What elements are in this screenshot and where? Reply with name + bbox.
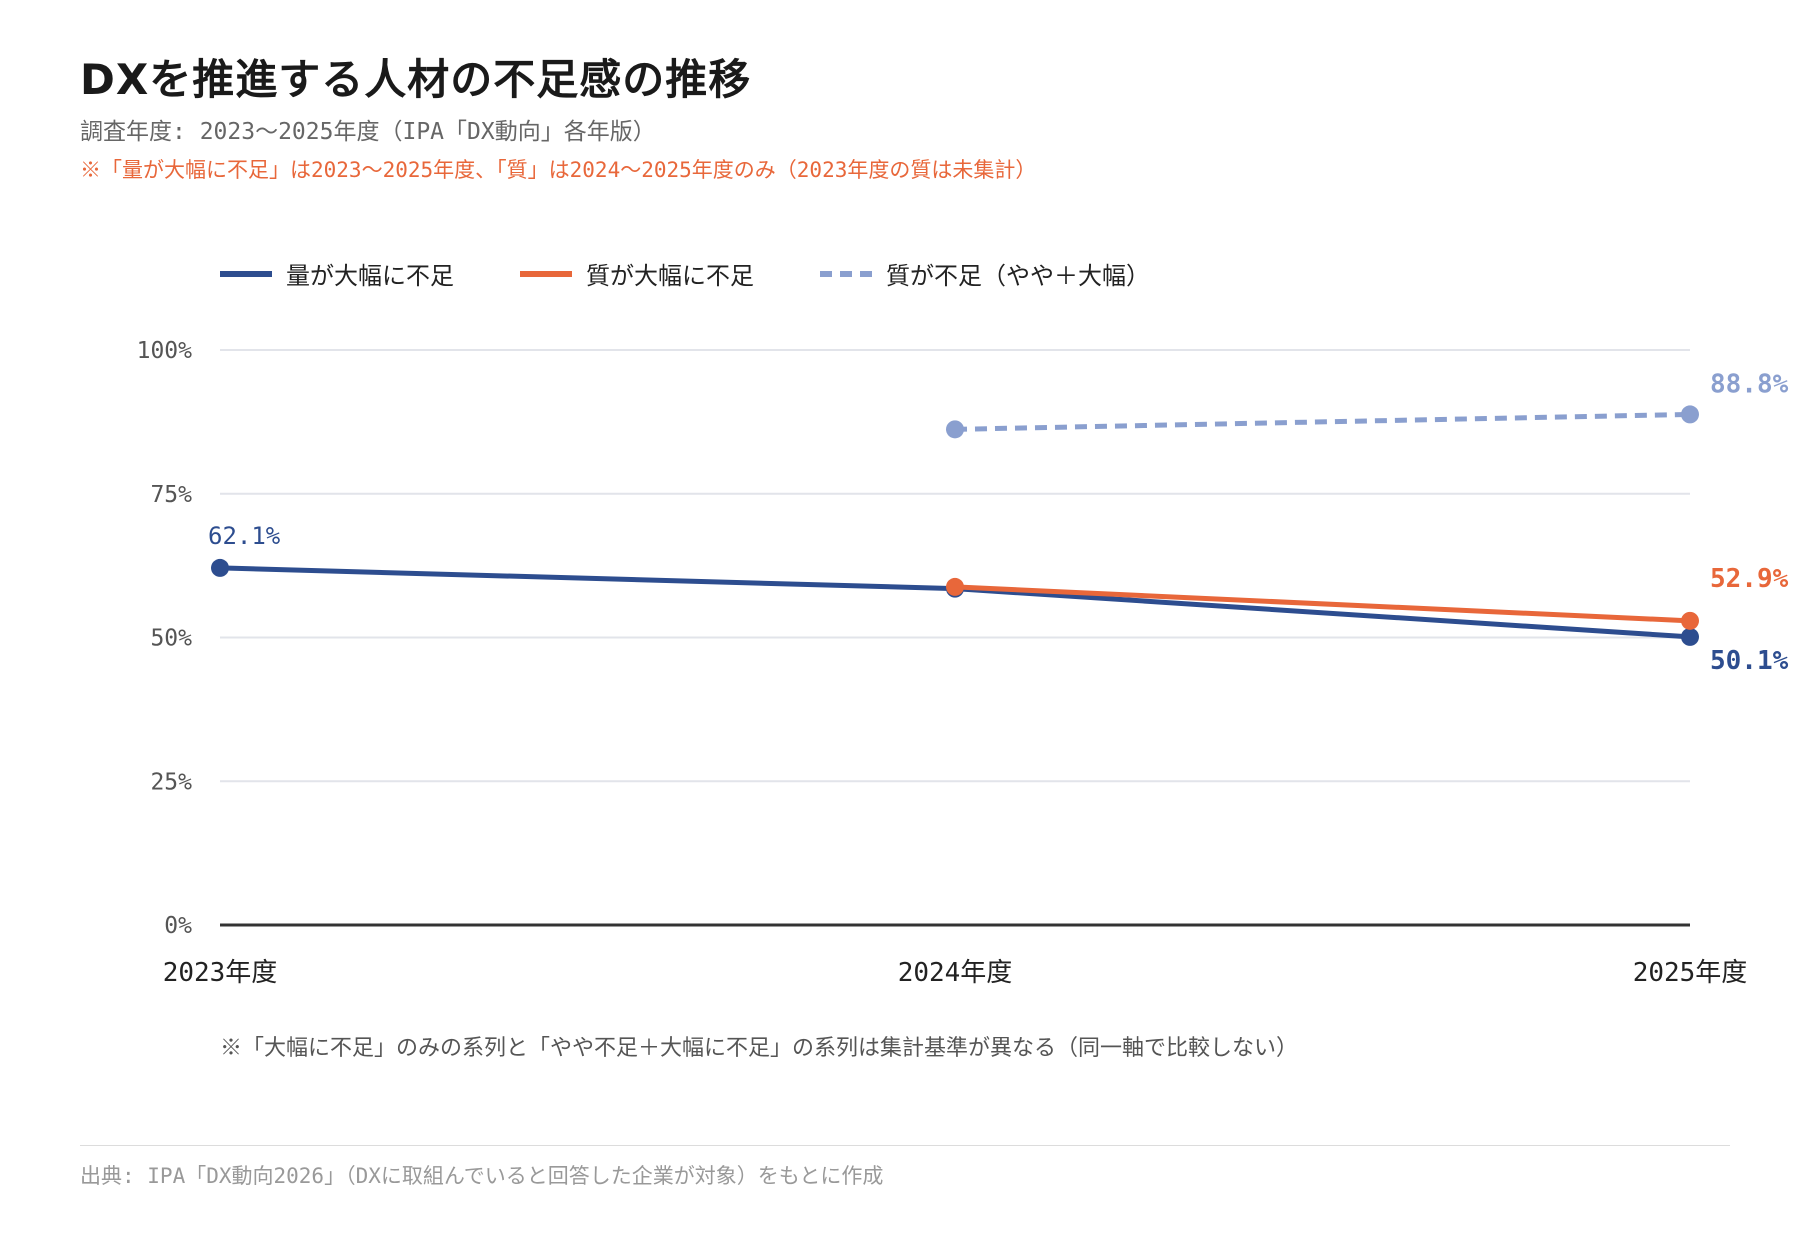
legend-item-quality-any: 質が不足（やや＋大幅）	[820, 256, 1150, 291]
chart-legend: 量が大幅に不足 質が大幅に不足 質が不足（やや＋大幅）	[220, 256, 1150, 291]
chart-note-top: ※「量が大幅に不足」は2023〜2025年度、「質」は2024〜2025年度のみ…	[80, 158, 1037, 182]
data-point	[1681, 627, 1699, 646]
y-tick-label: 0%	[164, 913, 192, 939]
y-tick-label: 100%	[137, 338, 193, 364]
data-label-layer: 62.1% 50.1% 52.9% 88.8%	[208, 369, 1789, 676]
data-point	[1681, 405, 1699, 424]
chart-title: DXを推進する人材の不足感の推移	[80, 55, 752, 104]
chart-note-bottom: ※「大幅に不足」のみの系列と「やや不足＋大幅に不足」の系列は集計基準が異なる（同…	[220, 1036, 1299, 1061]
legend-swatch-quantity	[220, 270, 272, 277]
axis-layer: 0% 25% 50% 75% 100% 2023年度 2024年度 2025年度	[137, 338, 1748, 988]
x-tick-label: 2023年度	[163, 958, 278, 988]
legend-label-quantity: 量が大幅に不足	[286, 262, 454, 290]
x-tick-label: 2025年度	[1633, 958, 1748, 988]
data-point	[946, 420, 964, 439]
legend-label-quality: 質が大幅に不足	[586, 262, 754, 290]
series-line	[954, 411, 1691, 432]
footer-divider	[80, 1145, 1730, 1146]
data-label: 62.1%	[208, 522, 281, 550]
series-line	[952, 584, 1693, 624]
grid-layer	[220, 349, 1690, 783]
data-label: 88.8%	[1710, 369, 1789, 399]
data-point	[946, 577, 964, 596]
chart-subtitle: 調査年度: 2023〜2025年度（IPA「DX動向」各年版）	[80, 119, 656, 145]
legend-item-quantity: 量が大幅に不足	[220, 256, 454, 291]
legend-label-quality-any: 質が不足（やや＋大幅）	[886, 262, 1150, 290]
line-chart: 0% 25% 50% 75% 100% 2023年度 2024年度 2025年度 62.1% 5…	[137, 338, 1789, 988]
x-tick-label: 2024年度	[898, 958, 1013, 988]
data-point	[211, 558, 229, 577]
data-point	[1681, 611, 1699, 630]
data-label: 50.1%	[1710, 646, 1789, 676]
series-layer	[211, 405, 1699, 646]
y-tick-label: 75%	[150, 482, 192, 508]
legend-swatch-quality-any	[820, 270, 872, 277]
legend-swatch-quality	[520, 270, 572, 277]
data-label: 52.9%	[1710, 564, 1789, 594]
legend-item-quality: 質が大幅に不足	[520, 256, 754, 291]
y-tick-label: 25%	[150, 769, 192, 795]
source-credit: 出典: IPA「DX動向2026」（DXに取組んでいると回答した企業が対象）をも…	[80, 1164, 884, 1188]
y-tick-label: 50%	[150, 626, 192, 652]
